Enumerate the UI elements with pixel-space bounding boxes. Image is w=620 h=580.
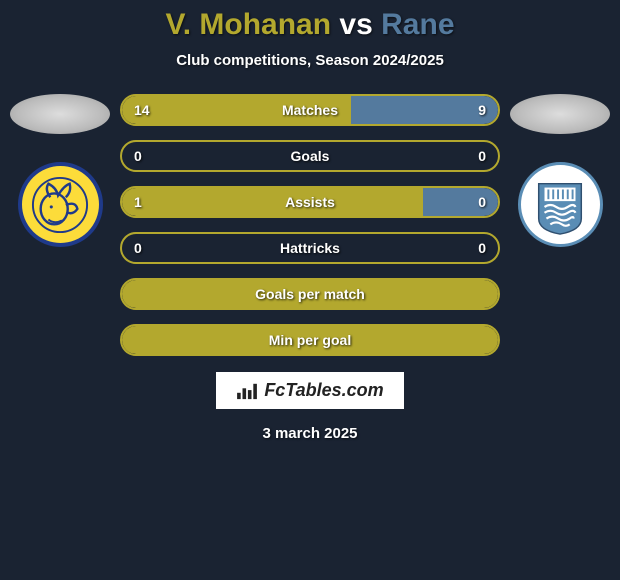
watermark-text: FcTables.com	[264, 380, 383, 401]
mumbai-city-icon	[529, 174, 591, 236]
stat-label: Goals per match	[122, 286, 498, 302]
player1-name: V. Mohanan	[165, 8, 331, 41]
stat-bar-assists: 1Assists0	[120, 186, 500, 218]
stat-value-right: 0	[478, 240, 486, 256]
left-side-column	[10, 94, 110, 247]
player1-avatar-placeholder	[10, 94, 110, 134]
right-side-column	[510, 94, 610, 247]
stat-label: Min per goal	[122, 332, 498, 348]
comparison-title: V. Mohanan vs Rane	[165, 8, 454, 42]
kerala-blasters-icon	[31, 176, 89, 234]
watermark: FcTables.com	[216, 372, 403, 409]
stat-bar-matches: 14Matches9	[120, 94, 500, 126]
stat-bar-goals-per-match: Goals per match	[120, 278, 500, 310]
stat-bar-goals: 0Goals0	[120, 140, 500, 172]
stat-label: Assists	[122, 194, 498, 210]
player2-avatar-placeholder	[510, 94, 610, 134]
player1-club-badge	[18, 162, 103, 247]
subtitle: Club competitions, Season 2024/2025	[176, 52, 444, 69]
vs-text: vs	[339, 8, 372, 41]
stat-label: Hattricks	[122, 240, 498, 256]
player2-club-badge	[518, 162, 603, 247]
stat-value-right: 9	[478, 102, 486, 118]
stat-label: Matches	[122, 102, 498, 118]
stat-bar-min-per-goal: Min per goal	[120, 324, 500, 356]
stat-value-right: 0	[478, 148, 486, 164]
stat-value-right: 0	[478, 194, 486, 210]
stat-bar-hattricks: 0Hattricks0	[120, 232, 500, 264]
bar-chart-icon	[236, 382, 258, 400]
date-line: 3 march 2025	[262, 425, 357, 442]
player2-name: Rane	[381, 8, 454, 41]
stats-column: 14Matches90Goals01Assists00Hattricks0Goa…	[120, 94, 500, 356]
stat-label: Goals	[122, 148, 498, 164]
main-row: 14Matches90Goals01Assists00Hattricks0Goa…	[10, 94, 610, 356]
